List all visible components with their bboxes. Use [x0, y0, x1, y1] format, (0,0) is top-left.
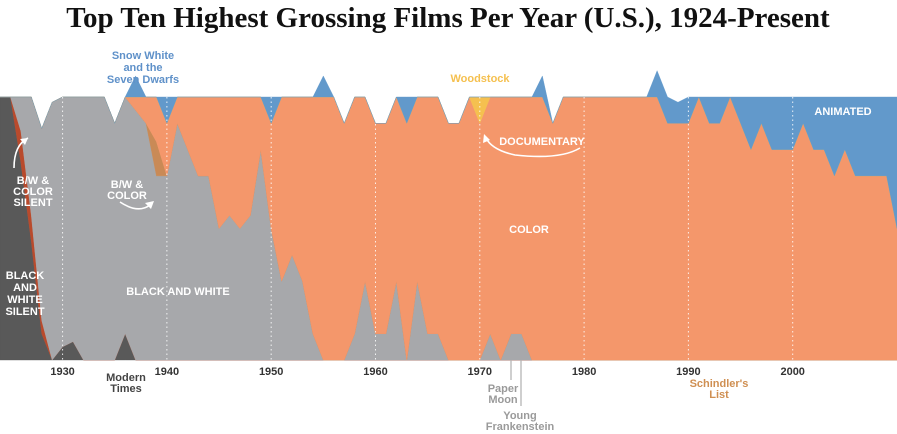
tick-label-1960: 1960	[363, 366, 387, 378]
annotation-paper-moon: Paper Moon	[488, 383, 519, 406]
annotation-modern-times: Modern Times	[106, 372, 146, 395]
x-axis-ticks: 1930 1940 1950 1960 1970 1980 1990 2000	[50, 366, 805, 378]
label-color: COLOR	[509, 224, 549, 236]
decade-gridlines	[62, 97, 794, 360]
tick-label-1930: 1930	[50, 366, 74, 378]
label-bw-silent: BLACK AND WHITE SILENT	[5, 270, 44, 318]
label-bw: BLACK AND WHITE	[126, 286, 229, 298]
chart-title: Top Ten Highest Grossing Films Per Year …	[66, 2, 830, 34]
annotation-young-frankenstein: Young Frankenstein	[486, 410, 555, 433]
annotations: Snow White and the Seven Dwarfs Woodstock Mo…	[106, 50, 748, 433]
annotation-schindlers-list: Schindler's List	[690, 378, 749, 401]
annotation-snow-white: Snow White and the Seven Dwarfs	[107, 50, 179, 86]
annotation-woodstock: Woodstock	[450, 73, 510, 85]
area-animated	[0, 70, 897, 229]
tick-label-1980: 1980	[572, 366, 596, 378]
tick-label-1970: 1970	[468, 366, 492, 378]
arrowhead-documentary	[483, 134, 490, 143]
arrowhead-bw-color	[145, 201, 154, 209]
area-layers	[0, 70, 897, 361]
tick-label-1940: 1940	[155, 366, 179, 378]
arrowhead-bw-color-silent	[20, 138, 28, 145]
arrow-bw-color	[119, 201, 151, 210]
arrow-documentary	[485, 137, 581, 158]
label-bw-color: B/W & COLOR	[107, 179, 147, 202]
tick-label-2000: 2000	[780, 366, 804, 378]
label-documentary: DOCUMENTARY	[499, 136, 585, 148]
label-animated: ANIMATED	[814, 106, 871, 118]
area-labels: BLACK AND WHITE SILENT B/W & COLOR SILENT BLACK…	[5, 106, 871, 318]
label-bw-color-silent: B/W & COLOR SILENT	[13, 175, 53, 209]
tick-label-1990: 1990	[676, 366, 700, 378]
tick-label-1950: 1950	[259, 366, 283, 378]
